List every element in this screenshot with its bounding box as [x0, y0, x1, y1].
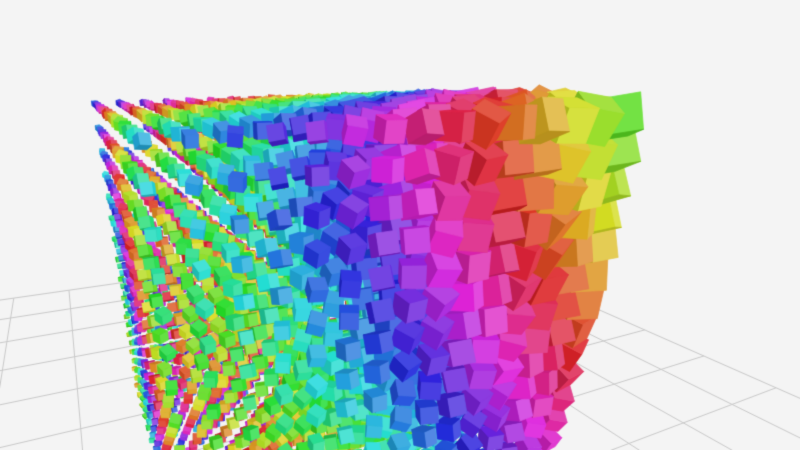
voxel-cube-lattice-canvas[interactable]	[0, 0, 800, 450]
webgl-3d-viewport[interactable]	[0, 0, 800, 450]
